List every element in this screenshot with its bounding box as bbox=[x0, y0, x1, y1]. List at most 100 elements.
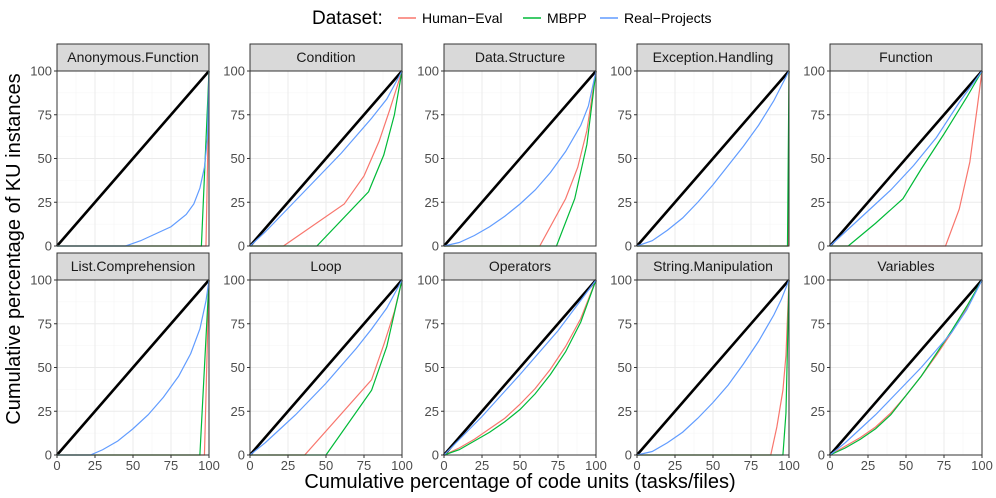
reference-diagonal bbox=[636, 70, 790, 247]
y-tick-label: 50 bbox=[231, 360, 245, 375]
x-tick-label: 0 bbox=[633, 458, 640, 473]
panel-title: String.Manipulation bbox=[653, 258, 773, 274]
y-tick-label: 0 bbox=[625, 239, 632, 254]
x-tick-label: 50 bbox=[319, 458, 333, 473]
y-axis-title: Cumulative percentage of KU instances bbox=[3, 73, 25, 424]
reference-diagonal bbox=[56, 70, 210, 247]
y-tick-label: 0 bbox=[45, 448, 52, 463]
y-tick-label: 100 bbox=[223, 273, 245, 288]
series-line-real-projects bbox=[636, 279, 790, 456]
series-line-real-projects bbox=[249, 70, 403, 247]
x-tick-label: 75 bbox=[551, 458, 565, 473]
y-tick-label: 25 bbox=[231, 404, 245, 419]
series-line-real-projects bbox=[443, 279, 597, 456]
x-tick-label: 75 bbox=[937, 458, 951, 473]
panel-strip bbox=[636, 43, 790, 72]
y-tick-label: 75 bbox=[231, 316, 245, 331]
panel-exception-handling: Exception.Handling 0 25 50 75 100 bbox=[610, 43, 790, 254]
panel-title: Operators bbox=[489, 258, 551, 274]
panel-title: Function bbox=[879, 49, 933, 65]
legend: Dataset: Human−Eval MBPP Real−Projects bbox=[312, 8, 712, 29]
legend-label-real-projects: Real−Projects bbox=[624, 10, 712, 26]
x-tick-label: 75 bbox=[357, 458, 371, 473]
x-tick-label: 50 bbox=[513, 458, 527, 473]
panel-data-structure: Data.Structure 0 25 50 75 100 bbox=[417, 43, 597, 254]
y-tick-label: 0 bbox=[818, 448, 825, 463]
y-tick-label: 75 bbox=[618, 107, 632, 122]
y-tick-label: 50 bbox=[38, 360, 52, 375]
y-tick-label: 25 bbox=[811, 404, 825, 419]
x-tick-label: 100 bbox=[391, 458, 413, 473]
panel-strip bbox=[636, 252, 790, 281]
panel-title: Exception.Handling bbox=[653, 49, 774, 65]
panel-strip bbox=[829, 43, 983, 72]
legend-label-mbpp: MBPP bbox=[547, 10, 587, 26]
series-line-human-eval bbox=[443, 279, 597, 456]
x-tick-label: 75 bbox=[164, 458, 178, 473]
panel-strip bbox=[829, 252, 983, 281]
panel-string-manipulation: String.Manipulation 0 25 50 75 100 0 25 50 75 100 bbox=[610, 252, 800, 473]
series-line-real-projects bbox=[443, 70, 597, 247]
y-tick-label: 50 bbox=[811, 360, 825, 375]
reference-diagonal bbox=[249, 70, 403, 247]
y-tick-label: 75 bbox=[811, 316, 825, 331]
y-tick-label: 50 bbox=[38, 151, 52, 166]
y-tick-label: 50 bbox=[231, 151, 245, 166]
series-line-real-projects bbox=[636, 70, 790, 247]
panel-title: List.Comprehension bbox=[71, 258, 196, 274]
panel-anonymous-function: Anonymous.Function 0 25 50 75 100 bbox=[30, 43, 210, 254]
series-line-real-projects bbox=[829, 279, 983, 456]
x-tick-label: 25 bbox=[668, 458, 682, 473]
x-tick-label: 100 bbox=[971, 458, 993, 473]
x-tick-label: 0 bbox=[53, 458, 60, 473]
x-tick-label: 50 bbox=[899, 458, 913, 473]
y-tick-label: 75 bbox=[425, 316, 439, 331]
x-tick-label: 0 bbox=[826, 458, 833, 473]
series-line-real-projects bbox=[57, 70, 210, 247]
reference-diagonal bbox=[636, 279, 790, 456]
panel-strip bbox=[443, 43, 597, 72]
panel-title: Condition bbox=[296, 49, 355, 65]
y-tick-label: 50 bbox=[618, 151, 632, 166]
y-tick-label: 0 bbox=[238, 239, 245, 254]
y-tick-label: 0 bbox=[238, 448, 245, 463]
x-tick-label: 50 bbox=[126, 458, 140, 473]
y-tick-label: 100 bbox=[803, 273, 825, 288]
y-tick-label: 100 bbox=[610, 64, 632, 79]
legend-title: Dataset: bbox=[312, 8, 383, 29]
panel-variables: Variables 0 25 50 75 100 0 25 50 75 100 bbox=[803, 252, 993, 473]
y-tick-label: 0 bbox=[432, 448, 439, 463]
panel-operators: Operators 0 25 50 75 100 0 25 50 75 100 bbox=[417, 252, 607, 473]
panel-title: Variables bbox=[877, 258, 934, 274]
x-tick-label: 0 bbox=[440, 458, 447, 473]
y-tick-label: 0 bbox=[45, 239, 52, 254]
reference-diagonal bbox=[249, 279, 403, 456]
panels-grid: Anonymous.Function 0 25 50 75 100 Condition 0 25… bbox=[30, 43, 993, 473]
y-tick-label: 100 bbox=[610, 273, 632, 288]
panel-strip bbox=[443, 252, 597, 281]
y-tick-label: 75 bbox=[231, 107, 245, 122]
x-tick-label: 100 bbox=[778, 458, 800, 473]
y-tick-label: 75 bbox=[618, 316, 632, 331]
reference-diagonal bbox=[443, 279, 597, 456]
y-tick-label: 25 bbox=[811, 195, 825, 210]
y-tick-label: 75 bbox=[811, 107, 825, 122]
panel-strip bbox=[56, 43, 210, 72]
x-tick-label: 25 bbox=[861, 458, 875, 473]
y-tick-label: 50 bbox=[811, 151, 825, 166]
reference-diagonal bbox=[829, 70, 983, 247]
y-tick-label: 75 bbox=[425, 107, 439, 122]
y-tick-label: 25 bbox=[425, 404, 439, 419]
y-tick-label: 100 bbox=[30, 64, 52, 79]
y-tick-label: 0 bbox=[432, 239, 439, 254]
y-tick-label: 100 bbox=[30, 273, 52, 288]
panel-title: Loop bbox=[310, 258, 341, 274]
y-tick-label: 25 bbox=[618, 195, 632, 210]
reference-diagonal bbox=[56, 279, 210, 456]
y-tick-label: 0 bbox=[625, 448, 632, 463]
panel-strip bbox=[249, 252, 403, 281]
reference-diagonal bbox=[829, 279, 983, 456]
series-line-mbpp bbox=[443, 279, 597, 456]
y-tick-label: 50 bbox=[618, 360, 632, 375]
